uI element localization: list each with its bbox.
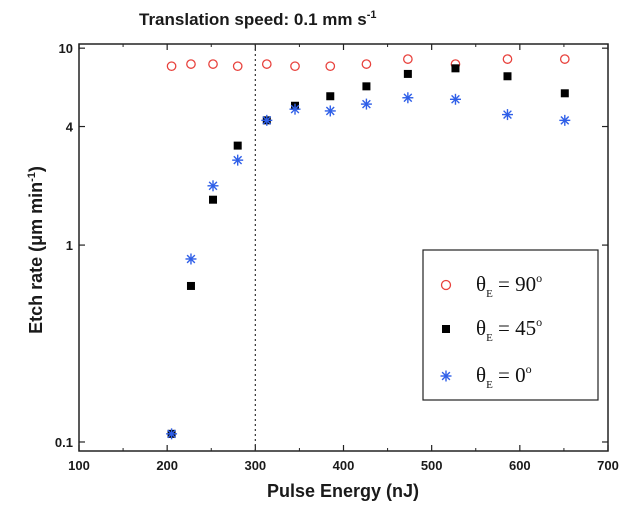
data-point-0deg bbox=[261, 114, 273, 126]
data-point-45deg bbox=[362, 82, 371, 91]
x-tick-label: 400 bbox=[333, 458, 355, 473]
chart-title-sup: -1 bbox=[367, 9, 377, 21]
legend-item-90: θE = 90o bbox=[440, 271, 542, 300]
data-point-0deg bbox=[185, 253, 197, 265]
data-point-0deg bbox=[207, 180, 219, 192]
y-axis-title: Etch rate (μm min-1) bbox=[26, 166, 46, 334]
legend-label-0: θE = 0o bbox=[476, 362, 532, 391]
data-point-45deg bbox=[233, 141, 242, 150]
data-point-45deg bbox=[403, 69, 412, 78]
legend: θE = 90o θE = 45o θE = 0o bbox=[422, 249, 599, 401]
data-point-90deg bbox=[186, 59, 196, 69]
data-point-0deg bbox=[559, 114, 571, 126]
data-point-0deg bbox=[449, 93, 461, 105]
plot-area: 100 200 300 400 500 600 700 0.1 1 4 10 bbox=[55, 41, 619, 473]
data-point-90deg bbox=[232, 61, 243, 72]
legend-asterisk-glyph bbox=[440, 370, 452, 382]
x-tick-label: 600 bbox=[509, 458, 531, 473]
data-point-0deg bbox=[402, 92, 414, 104]
data-point-90deg bbox=[208, 59, 218, 69]
legend-item-45: θE = 45o bbox=[442, 315, 542, 344]
data-point-0deg bbox=[324, 105, 336, 117]
legend-item-0: θE = 0o bbox=[440, 362, 532, 391]
data-point-90deg bbox=[261, 59, 272, 69]
data-point-45deg bbox=[503, 72, 512, 81]
x-tick-label: 700 bbox=[597, 458, 619, 473]
data-point-45deg bbox=[451, 64, 460, 73]
legend-marker-open-circle bbox=[440, 279, 452, 291]
data-point-0deg bbox=[289, 103, 301, 115]
chart-title: Translation speed: 0.1 mm s-1 bbox=[139, 9, 376, 29]
data-point-90deg bbox=[559, 54, 570, 64]
x-tick-label: 200 bbox=[156, 458, 178, 473]
chart-title-main: Translation speed: 0.1 mm s bbox=[139, 10, 367, 29]
data-point-0deg bbox=[360, 98, 372, 110]
y-axis-title-sup: -1 bbox=[26, 172, 38, 182]
legend-box bbox=[422, 249, 599, 401]
y-tick-label: 4 bbox=[66, 120, 74, 135]
y-tick-label: 1 bbox=[66, 238, 73, 253]
data-point-90deg bbox=[361, 59, 372, 69]
data-point-0deg bbox=[232, 154, 244, 166]
x-tick-label: 500 bbox=[421, 458, 443, 473]
y-tick-label: 0.1 bbox=[55, 435, 73, 450]
x-tick-label: 100 bbox=[68, 458, 90, 473]
legend-label-45: θE = 45o bbox=[476, 315, 542, 344]
data-point-0deg bbox=[501, 109, 513, 121]
data-point-90deg bbox=[403, 54, 413, 64]
legend-marker-square bbox=[442, 325, 450, 333]
data-point-90deg bbox=[290, 61, 300, 72]
data-point-45deg bbox=[186, 281, 195, 290]
y-axis-title-main: Etch rate (μm min bbox=[26, 182, 46, 334]
x-axis-title: Pulse Energy (nJ) bbox=[267, 481, 419, 501]
data-point-0deg bbox=[166, 428, 178, 440]
data-point-90deg bbox=[325, 61, 336, 72]
x-tick-label: 300 bbox=[244, 458, 266, 473]
data-point-45deg bbox=[209, 195, 218, 204]
data-point-90deg bbox=[502, 54, 513, 64]
y-axis-title-close: ) bbox=[26, 166, 46, 172]
data-point-90deg bbox=[166, 61, 177, 72]
data-point-45deg bbox=[560, 89, 569, 98]
data-point-45deg bbox=[326, 92, 335, 101]
legend-marker-asterisk bbox=[440, 370, 452, 382]
y-tick-label: 10 bbox=[59, 41, 73, 56]
legend-label-90: θE = 90o bbox=[476, 271, 542, 300]
